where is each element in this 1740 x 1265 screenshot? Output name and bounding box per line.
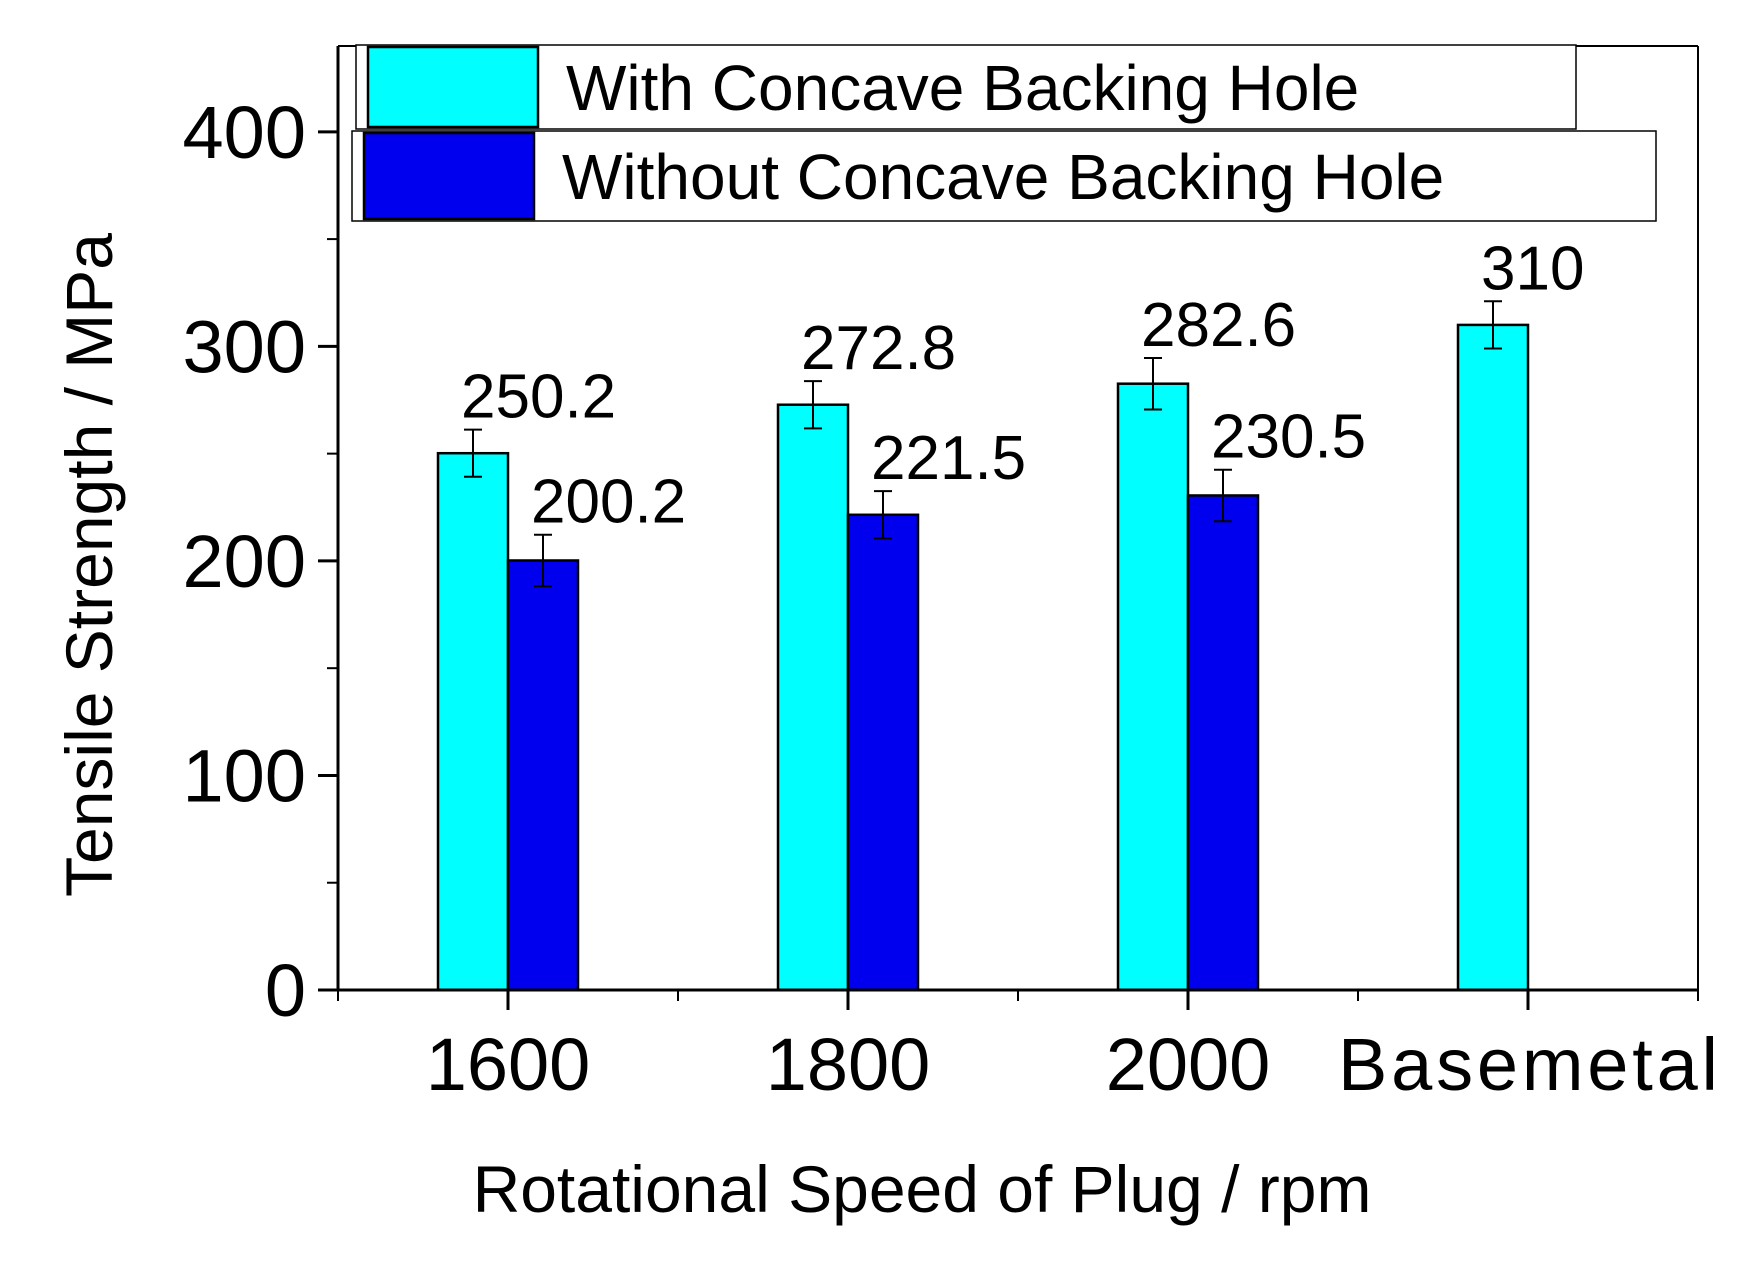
y-tick-label-400: 400: [183, 91, 306, 174]
value-label-2000-1: 230.5: [1211, 403, 1366, 472]
y-tick-label-200: 200: [183, 520, 306, 603]
y-tick-label-0: 0: [265, 949, 306, 1032]
legend: With Concave Backing Hole Without Concave…: [351, 44, 1657, 222]
value-label-2000-0: 282.6: [1141, 291, 1296, 360]
bar-with-hole-1800: [776, 403, 850, 992]
x-tick-label-1800: 1800: [766, 1023, 931, 1106]
value-label-Basemetal-0: 310: [1481, 234, 1584, 303]
bar-without-hole-2000: [1186, 494, 1260, 992]
value-label-1800-1: 221.5: [871, 424, 1026, 493]
x-tick-label-2000: 2000: [1106, 1023, 1271, 1106]
plot-area: 250.2 272.8 282.6 310 200.2 221.5 230.5: [436, 234, 1584, 992]
value-label-1600-1: 200.2: [531, 468, 686, 537]
y-axis-title: Tensile Strength / MPa: [52, 233, 126, 897]
y-tick-label-300: 300: [183, 305, 306, 388]
bar-with-hole-1600: [436, 451, 510, 992]
bar-without-hole-1800: [846, 513, 920, 992]
value-label-1800-0: 272.8: [801, 314, 956, 383]
legend-label-0: With Concave Backing Hole: [566, 52, 1359, 124]
y-tick-label-100: 100: [183, 734, 306, 817]
legend-swatch-0: [366, 45, 540, 129]
bar-with-hole-2000: [1116, 382, 1190, 992]
legend-box-1: [351, 130, 1657, 222]
value-label-1600-0: 250.2: [461, 363, 616, 432]
bar-with-hole-Basemetal: [1456, 323, 1530, 992]
bar-without-hole-1600: [506, 559, 580, 992]
legend-box-0: [355, 44, 1577, 130]
legend-swatch-1: [362, 131, 536, 221]
x-tick-label-Basemetal: Basemetal: [1338, 1023, 1718, 1106]
legend-label-1: Without Concave Backing Hole: [562, 141, 1444, 213]
x-axis-title: Rotational Speed of Plug / rpm: [473, 1152, 1372, 1226]
x-tick-label-1600: 1600: [426, 1023, 591, 1106]
